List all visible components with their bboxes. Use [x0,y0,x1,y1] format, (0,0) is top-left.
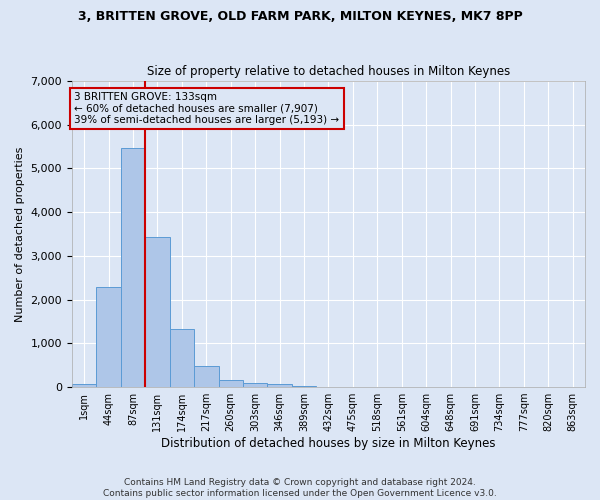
Bar [243,382,268,387]
Text: 3 BRITTEN GROVE: 133sqm
← 60% of detached houses are smaller (7,907)
39% of semi: 3 BRITTEN GROVE: 133sqm ← 60% of detache… [74,92,340,125]
Bar [292,386,316,387]
X-axis label: Distribution of detached houses by size in Milton Keynes: Distribution of detached houses by size … [161,437,496,450]
Bar [121,148,145,387]
Bar [97,288,121,387]
Y-axis label: Number of detached properties: Number of detached properties [15,146,25,322]
Bar [170,330,194,387]
Bar [194,366,218,387]
Bar [268,384,292,387]
Text: 3, BRITTEN GROVE, OLD FARM PARK, MILTON KEYNES, MK7 8PP: 3, BRITTEN GROVE, OLD FARM PARK, MILTON … [77,10,523,23]
Text: Contains HM Land Registry data © Crown copyright and database right 2024.
Contai: Contains HM Land Registry data © Crown c… [103,478,497,498]
Bar [72,384,97,387]
Bar [218,380,243,387]
Title: Size of property relative to detached houses in Milton Keynes: Size of property relative to detached ho… [147,66,510,78]
Bar [145,236,170,387]
